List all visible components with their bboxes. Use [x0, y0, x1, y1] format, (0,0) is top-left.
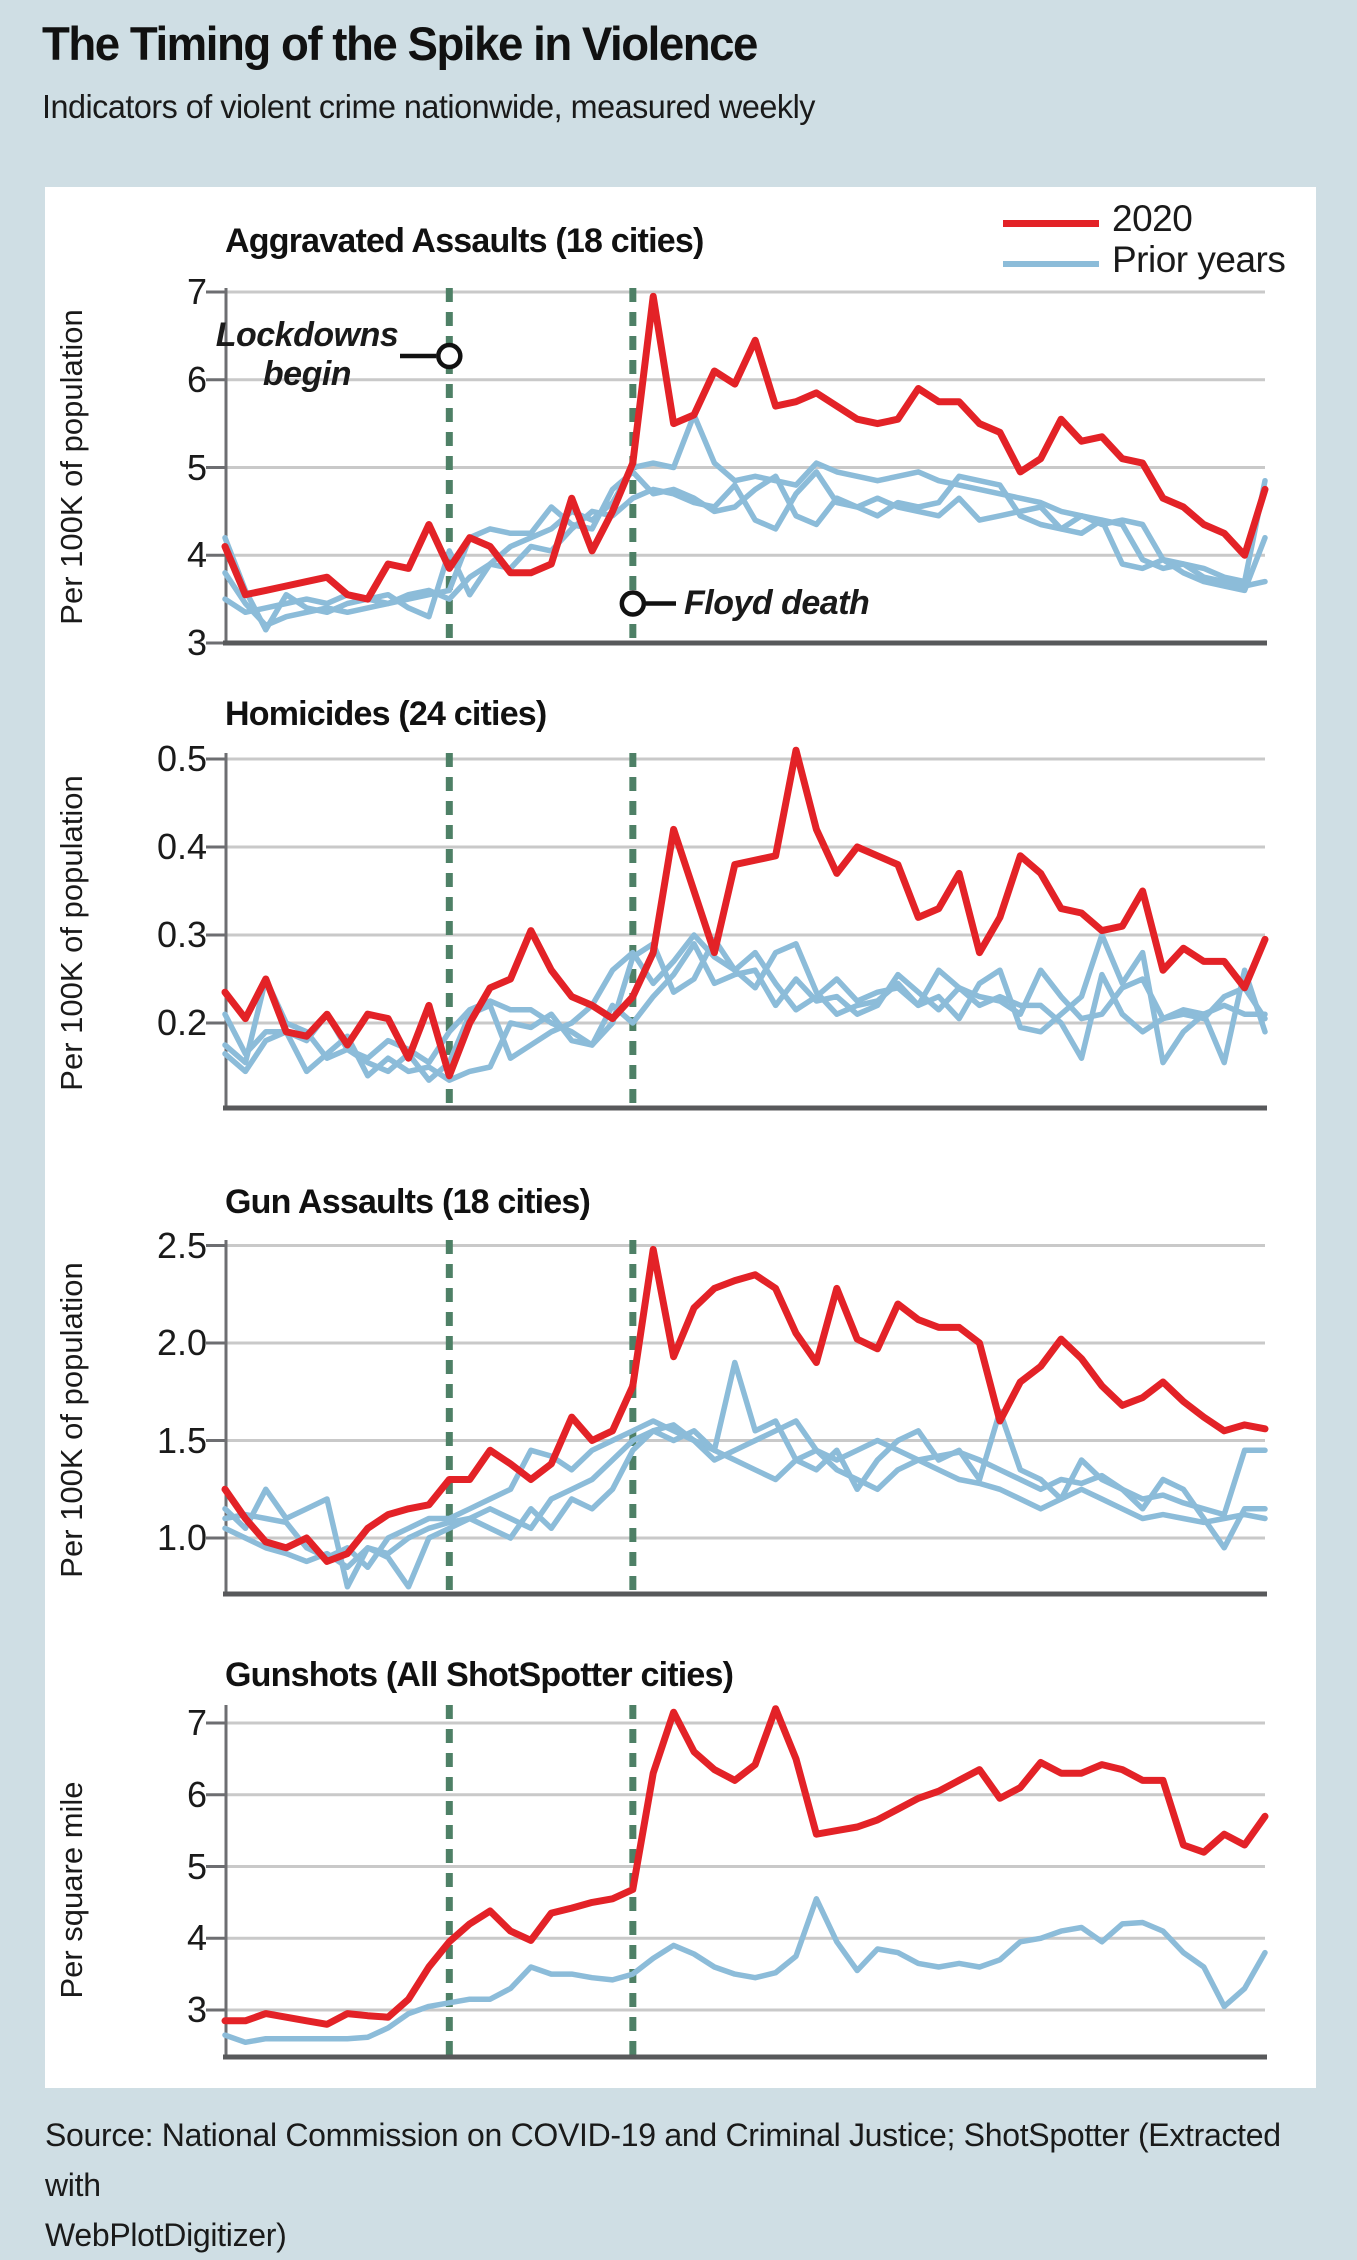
y-tick-label: 0.5 [156, 738, 207, 779]
annotation-lockdowns-line1: Lockdowns [215, 316, 399, 354]
y-tick-label: 3 [186, 622, 207, 663]
y-tick-label: 4 [186, 534, 207, 576]
chart-title-aggravated-assaults: Aggravated Assaults (18 cities) [225, 222, 704, 260]
y-tick-label: 2.0 [156, 1322, 207, 1363]
y-tick-label: 6 [186, 358, 207, 400]
y-tick-label: 7 [186, 271, 207, 312]
y-tick-label: 6 [186, 1773, 207, 1815]
legend-label-prior-years: Prior years [1112, 239, 1286, 280]
page-subtitle: Indicators of violent crime nationwide, … [42, 88, 815, 125]
y-tick-label: 0.3 [156, 914, 207, 955]
chart-title-homicides: Homicides (24 cities) [225, 695, 547, 733]
y-tick-label: 5 [186, 1845, 207, 1887]
annotation-lockdowns-begin: Lockdowns begin [212, 316, 402, 394]
y-tick-label: 3 [186, 1989, 207, 2030]
y-axis-label-aggravated-assaults: Per 100K of population [54, 309, 89, 625]
legend-label-2020: 2020 [1112, 198, 1193, 239]
y-tick-label: 4 [186, 1917, 207, 1959]
y-tick-label: 2.5 [156, 1224, 207, 1266]
y-axis-label-homicides: Per 100K of population [54, 775, 89, 1091]
chart-panel [45, 187, 1316, 2088]
y-tick-label: 7 [186, 1702, 207, 1743]
legend-swatch-2020 [1003, 220, 1099, 227]
page-title: The Timing of the Spike in Violence [42, 17, 758, 70]
y-axis-label-gunshots: Per square mile [54, 1781, 89, 1999]
y-tick-label: 1.0 [156, 1517, 207, 1558]
y-tick-label: 1.5 [156, 1419, 207, 1461]
source-note: Source: National Commission on COVID-19 … [45, 2117, 1281, 2253]
chart-title-gun-assaults: Gun Assaults (18 cities) [225, 1183, 591, 1221]
chart-title-gunshots: Gunshots (All ShotSpotter cities) [225, 1656, 734, 1694]
annotation-floyd-death: Floyd death [684, 584, 870, 622]
annotation-lockdowns-line2: begin [262, 355, 352, 393]
y-tick-label: 5 [186, 446, 207, 488]
y-axis-label-gun-assaults: Per 100K of population [54, 1262, 89, 1578]
y-tick-label: 0.2 [156, 1002, 207, 1043]
y-tick-label: 0.4 [156, 826, 207, 867]
legend-swatch-prior-years [1003, 261, 1099, 267]
